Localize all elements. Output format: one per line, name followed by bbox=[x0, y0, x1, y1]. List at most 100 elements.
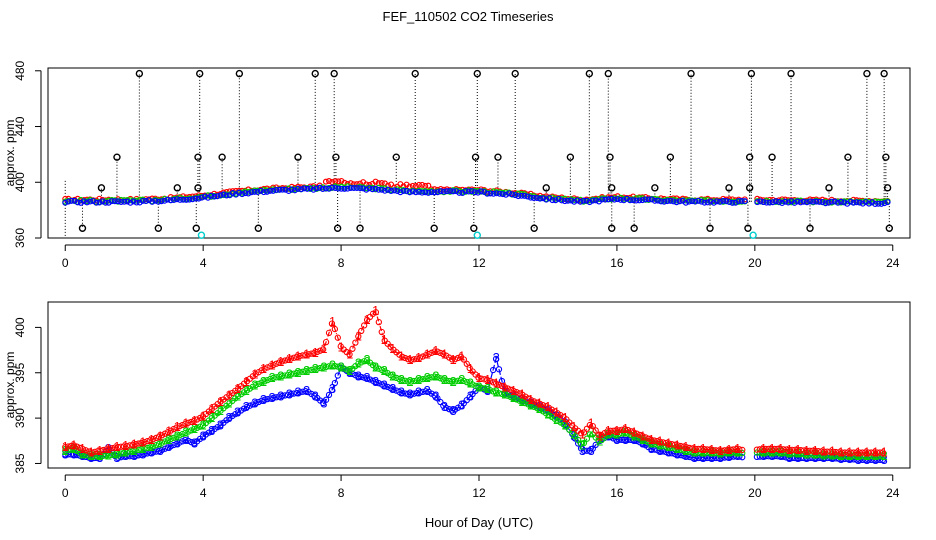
spike-point bbox=[218, 153, 226, 161]
series-1-point bbox=[492, 380, 500, 387]
spike-point bbox=[768, 153, 776, 161]
series-3-point bbox=[278, 392, 286, 400]
x-tick-label: 0 bbox=[62, 486, 69, 500]
series-2-point bbox=[355, 360, 362, 367]
series-2-point bbox=[440, 376, 447, 383]
series-3-point bbox=[369, 377, 377, 384]
series-2-point bbox=[331, 362, 339, 370]
series-1-point bbox=[633, 430, 640, 437]
series-1-point bbox=[475, 374, 482, 381]
series-2-point bbox=[343, 366, 350, 373]
series-3-point bbox=[378, 186, 385, 193]
series-3-point bbox=[83, 199, 90, 206]
series-1-point bbox=[322, 338, 330, 346]
series-2-point bbox=[284, 371, 292, 379]
series-1-point bbox=[176, 423, 183, 430]
series-1-point bbox=[97, 447, 104, 454]
series-3-glyph: 3 bbox=[613, 432, 620, 447]
series-1-point bbox=[862, 449, 869, 456]
spike-point bbox=[135, 69, 144, 78]
series-1-glyph: 1 bbox=[527, 392, 534, 407]
series-3-point bbox=[791, 454, 799, 462]
series-3-point bbox=[236, 189, 243, 196]
series-1-point bbox=[824, 448, 831, 455]
spike-point bbox=[725, 184, 733, 192]
series-1-glyph: 1 bbox=[881, 445, 888, 460]
spike-point bbox=[744, 224, 752, 232]
series-3-point bbox=[388, 188, 395, 195]
series-2-point bbox=[443, 377, 450, 384]
series-3-point bbox=[509, 191, 516, 198]
series-1-glyph: 1 bbox=[355, 328, 362, 343]
series-2-point bbox=[454, 377, 462, 384]
series-2-glyph: 2 bbox=[458, 372, 465, 387]
series-3-glyph: 3 bbox=[424, 383, 431, 398]
series-2-point bbox=[141, 445, 148, 452]
spike-point bbox=[542, 184, 550, 192]
series-3-point bbox=[108, 198, 115, 205]
series-1-point bbox=[659, 439, 667, 446]
series-3-point bbox=[658, 198, 665, 205]
series-1-point bbox=[287, 355, 295, 362]
series-1-point bbox=[135, 440, 142, 447]
series-2-glyph: 2 bbox=[518, 394, 525, 409]
series-3-point bbox=[261, 396, 268, 403]
series-1-point bbox=[756, 446, 763, 453]
series-2-point bbox=[170, 434, 177, 441]
series-3-point bbox=[718, 454, 725, 462]
panel-1: 0 4 8 12 16 20 24 360 400 440 480 approx. ppm bbox=[3, 60, 911, 270]
series-3-point bbox=[828, 198, 835, 205]
series-1-glyph: 1 bbox=[475, 370, 482, 385]
series-1-point bbox=[524, 191, 531, 198]
spike-point bbox=[745, 184, 754, 192]
series-3-point bbox=[188, 438, 195, 446]
series-1-point bbox=[329, 179, 336, 186]
series-1-point bbox=[299, 352, 306, 359]
spike-point bbox=[608, 224, 616, 232]
series-3-point bbox=[462, 187, 469, 194]
series-3-point bbox=[390, 386, 397, 393]
series-1-point bbox=[850, 449, 857, 456]
series-3-point bbox=[164, 444, 171, 451]
series-2-point bbox=[475, 383, 482, 391]
series-2-glyph: 2 bbox=[251, 377, 258, 392]
series-2-point bbox=[150, 443, 157, 450]
spike-point bbox=[883, 184, 892, 192]
series-1-point bbox=[346, 351, 353, 358]
series-1-glyph: 1 bbox=[700, 441, 707, 456]
series-2-glyph: 2 bbox=[855, 448, 862, 463]
series-3-point bbox=[281, 392, 289, 399]
series-1-glyph: 1 bbox=[294, 348, 301, 363]
series-3-point bbox=[273, 186, 280, 193]
spike-point bbox=[173, 184, 182, 192]
series-1-point bbox=[689, 445, 696, 452]
series-2-point bbox=[155, 440, 163, 448]
series-1-point bbox=[305, 351, 312, 358]
series-3-point bbox=[819, 198, 826, 205]
series-1-points bbox=[62, 309, 887, 456]
series-3-point bbox=[822, 200, 829, 207]
series-1-point bbox=[264, 364, 271, 371]
series-2-glyph: 2 bbox=[200, 417, 207, 432]
series-3-point bbox=[251, 188, 258, 195]
series-3-glyph: 3 bbox=[467, 388, 474, 403]
series-1-point bbox=[589, 422, 596, 430]
series-2-glyph: 2 bbox=[294, 365, 301, 380]
series-3-point bbox=[735, 197, 742, 204]
series-3-point bbox=[850, 199, 857, 206]
series-1-glyph: 1 bbox=[200, 408, 207, 423]
series-3-point bbox=[434, 189, 441, 196]
series-1-point bbox=[736, 446, 743, 453]
series-2-glyph: 2 bbox=[174, 428, 181, 443]
series-1-point bbox=[296, 352, 303, 360]
series-3-point bbox=[263, 188, 270, 195]
series-2-point bbox=[161, 438, 169, 445]
series-3-point bbox=[841, 199, 848, 206]
series-1-glyph: 1 bbox=[415, 350, 422, 365]
spike-point bbox=[473, 69, 481, 78]
series-3-point bbox=[74, 199, 81, 206]
series-1-glyph: 1 bbox=[156, 428, 163, 443]
series-1-glyph: 1 bbox=[450, 352, 457, 367]
series-2-glyph: 2 bbox=[467, 376, 474, 391]
series-3-point bbox=[487, 190, 494, 197]
